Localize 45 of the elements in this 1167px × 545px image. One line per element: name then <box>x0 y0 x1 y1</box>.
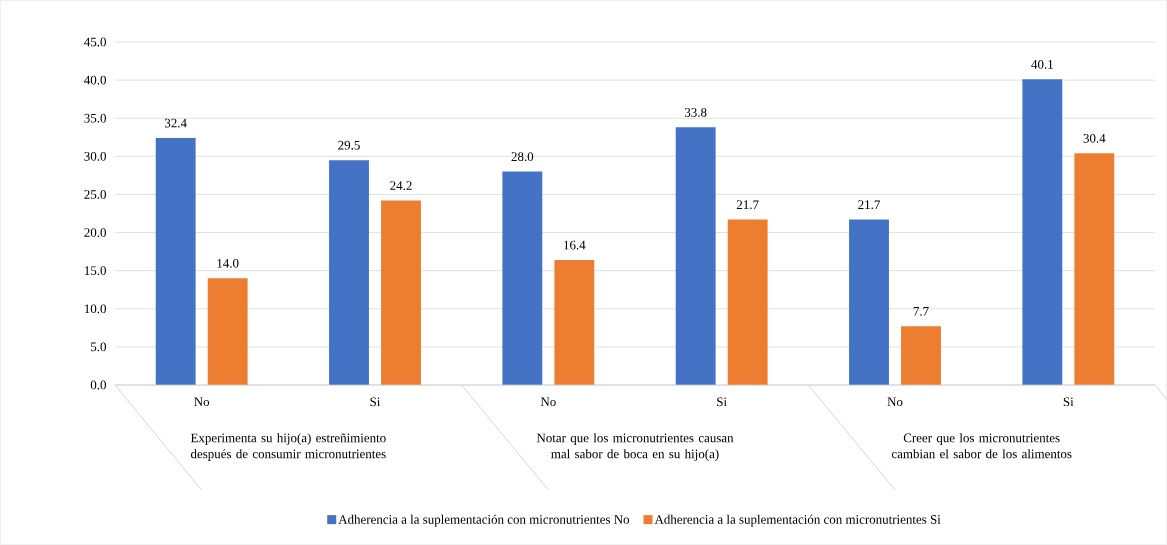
text: Experimenta su hijo(a) estreñimiento después de consumir micronutrientes <box>190 433 386 461</box>
bar <box>502 171 543 385</box>
data-label: 30.4 <box>1083 133 1106 143</box>
legend-label: Adherencia a la suplementación con micronutrientes Si <box>654 514 941 527</box>
text: Creer que los micronutrientes cambian el sabor de los alimentos <box>891 433 1072 459</box>
data-label: 16.4 <box>564 240 586 250</box>
bar <box>1074 153 1115 385</box>
x-tick-label: Si <box>717 397 727 407</box>
y-tick-label: 10.0 <box>84 304 106 314</box>
x-tick-label: Si <box>1063 397 1074 407</box>
bar <box>329 160 369 385</box>
y-tick-label: 0.0 <box>90 380 106 390</box>
bar <box>381 200 421 385</box>
bar <box>849 219 889 385</box>
y-tick-label: 45.0 <box>84 37 106 47</box>
bar <box>207 278 248 385</box>
y-tick-label: 5.0 <box>91 342 106 352</box>
x-tick-label: No <box>194 397 210 407</box>
data-label: 33.8 <box>684 108 707 117</box>
data-label: 24.2 <box>390 181 412 191</box>
legend-label: Adherencia a la suplementación con micronutrientes No <box>338 514 630 527</box>
bar <box>155 138 196 385</box>
data-label: 7.7 <box>913 307 929 316</box>
x-tick-label: No <box>540 397 556 407</box>
data-label: 21.7 <box>736 200 759 210</box>
y-tick-label: 40.0 <box>84 75 106 85</box>
data-label: 14.0 <box>217 258 239 268</box>
y-tick-label: 35.0 <box>84 113 106 123</box>
bar <box>554 260 595 385</box>
x-tick-label: Si <box>370 397 381 407</box>
data-label: 29.5 <box>338 140 360 150</box>
y-tick-label: 15.0 <box>84 266 106 276</box>
x-tick-label: No <box>887 397 903 407</box>
y-tick-label: 30.0 <box>84 151 106 161</box>
bar <box>901 326 941 385</box>
y-tick-label: 20.0 <box>84 228 106 237</box>
data-label: 21.7 <box>858 200 880 210</box>
bar <box>1022 79 1063 385</box>
data-label: 40.1 <box>1031 60 1053 69</box>
y-tick-label: 25.0 <box>84 190 106 199</box>
bar <box>727 219 768 385</box>
text: Notar que los micronutrientes causan mal sabor de boca en su hijo(a) <box>536 433 734 461</box>
data-label: 28.0 <box>511 152 534 162</box>
data-label: 32.4 <box>164 118 187 128</box>
bar <box>675 127 716 385</box>
